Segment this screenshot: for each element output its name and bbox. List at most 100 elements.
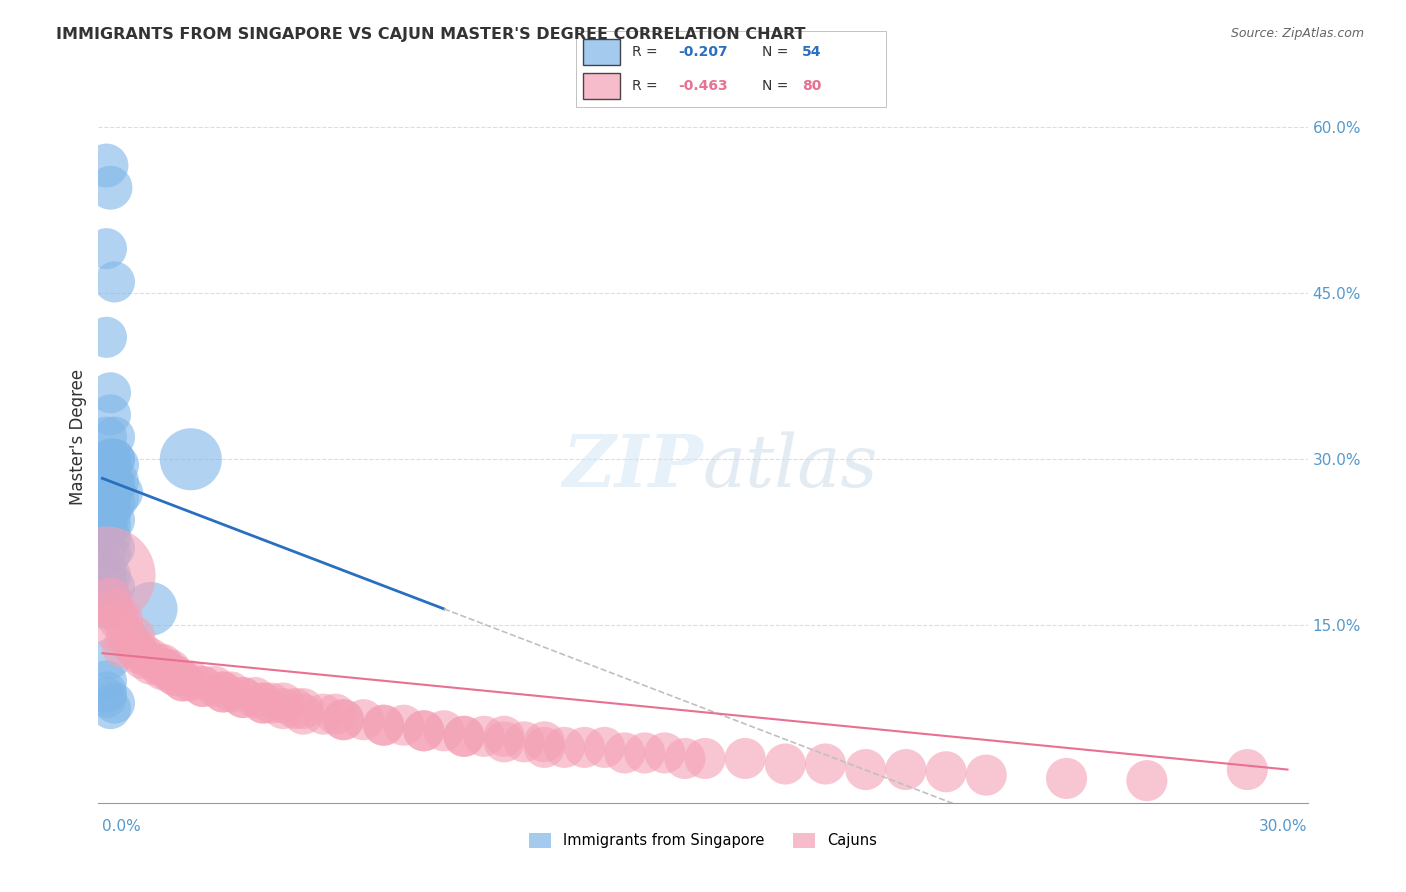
Point [180, 452, 202, 467]
Point [353, 713, 375, 727]
Text: Source: ZipAtlas.com: Source: ZipAtlas.com [1230, 27, 1364, 40]
Point [252, 696, 274, 710]
Point [775, 757, 797, 772]
Point [894, 763, 917, 777]
Point [271, 696, 294, 710]
Point [232, 690, 254, 705]
Point [103, 452, 125, 467]
Point [103, 475, 125, 489]
Point [96, 430, 118, 444]
Text: atlas: atlas [703, 431, 879, 501]
Point [593, 740, 616, 755]
Point [163, 668, 186, 682]
Point [124, 630, 146, 644]
Point [332, 713, 354, 727]
Text: IMMIGRANTS FROM SINGAPORE VS CAJUN MASTER'S DEGREE CORRELATION CHART: IMMIGRANTS FROM SINGAPORE VS CAJUN MASTE… [56, 27, 806, 42]
Point [120, 635, 142, 649]
Point [191, 680, 214, 694]
Point [252, 696, 274, 710]
Point [103, 452, 125, 467]
Point [96, 330, 118, 344]
Point [100, 546, 122, 560]
Text: N =: N = [762, 45, 793, 60]
Point [553, 740, 575, 755]
Point [128, 646, 150, 660]
Point [574, 740, 596, 755]
Point [111, 485, 134, 500]
Point [107, 458, 129, 472]
Point [634, 746, 657, 760]
Point [332, 713, 354, 727]
Point [271, 701, 294, 715]
Point [1136, 773, 1159, 788]
Point [100, 491, 122, 505]
Point [100, 408, 122, 422]
Point [103, 624, 125, 638]
Point [159, 663, 181, 677]
Point [392, 718, 415, 732]
Point [100, 463, 122, 477]
Point [103, 602, 125, 616]
Point [124, 640, 146, 655]
Text: N =: N = [762, 78, 793, 93]
Point [96, 508, 118, 522]
Point [107, 613, 129, 627]
Point [103, 696, 125, 710]
Point [1236, 763, 1258, 777]
Point [100, 701, 122, 715]
Point [96, 563, 118, 577]
Point [96, 690, 118, 705]
Point [103, 580, 125, 594]
Point [472, 729, 495, 743]
Point [673, 751, 696, 765]
Point [453, 729, 475, 743]
FancyBboxPatch shape [582, 38, 620, 65]
Point [107, 475, 129, 489]
Point [100, 452, 122, 467]
Text: -0.463: -0.463 [679, 78, 728, 93]
Point [96, 602, 118, 616]
Point [96, 242, 118, 256]
Point [974, 768, 997, 782]
Point [533, 740, 555, 755]
Point [373, 718, 395, 732]
Text: R =: R = [633, 45, 662, 60]
Point [100, 508, 122, 522]
Text: 0.0%: 0.0% [103, 820, 141, 834]
Text: 54: 54 [803, 45, 821, 60]
Point [96, 568, 118, 582]
Point [172, 673, 194, 688]
Point [219, 685, 242, 699]
Point [613, 746, 636, 760]
Point [100, 385, 122, 400]
Point [855, 763, 877, 777]
Point [100, 452, 122, 467]
Point [935, 764, 957, 779]
Legend: Immigrants from Singapore, Cajuns: Immigrants from Singapore, Cajuns [523, 827, 883, 854]
Point [100, 180, 122, 194]
Point [814, 757, 837, 772]
Point [152, 663, 174, 677]
Point [100, 497, 122, 511]
Point [96, 513, 118, 527]
Point [180, 673, 202, 688]
Point [96, 502, 118, 516]
Point [103, 480, 125, 494]
Point [111, 613, 134, 627]
Point [96, 574, 118, 589]
Point [139, 657, 162, 672]
Point [533, 735, 555, 749]
Point [115, 630, 138, 644]
Point [96, 497, 118, 511]
Point [96, 475, 118, 489]
Point [100, 530, 122, 544]
Point [494, 735, 516, 749]
Point [172, 673, 194, 688]
Point [212, 685, 235, 699]
Point [100, 568, 122, 582]
Point [292, 701, 315, 715]
Point [191, 680, 214, 694]
Point [103, 275, 125, 289]
Text: 30.0%: 30.0% [1260, 820, 1308, 834]
Point [260, 696, 283, 710]
